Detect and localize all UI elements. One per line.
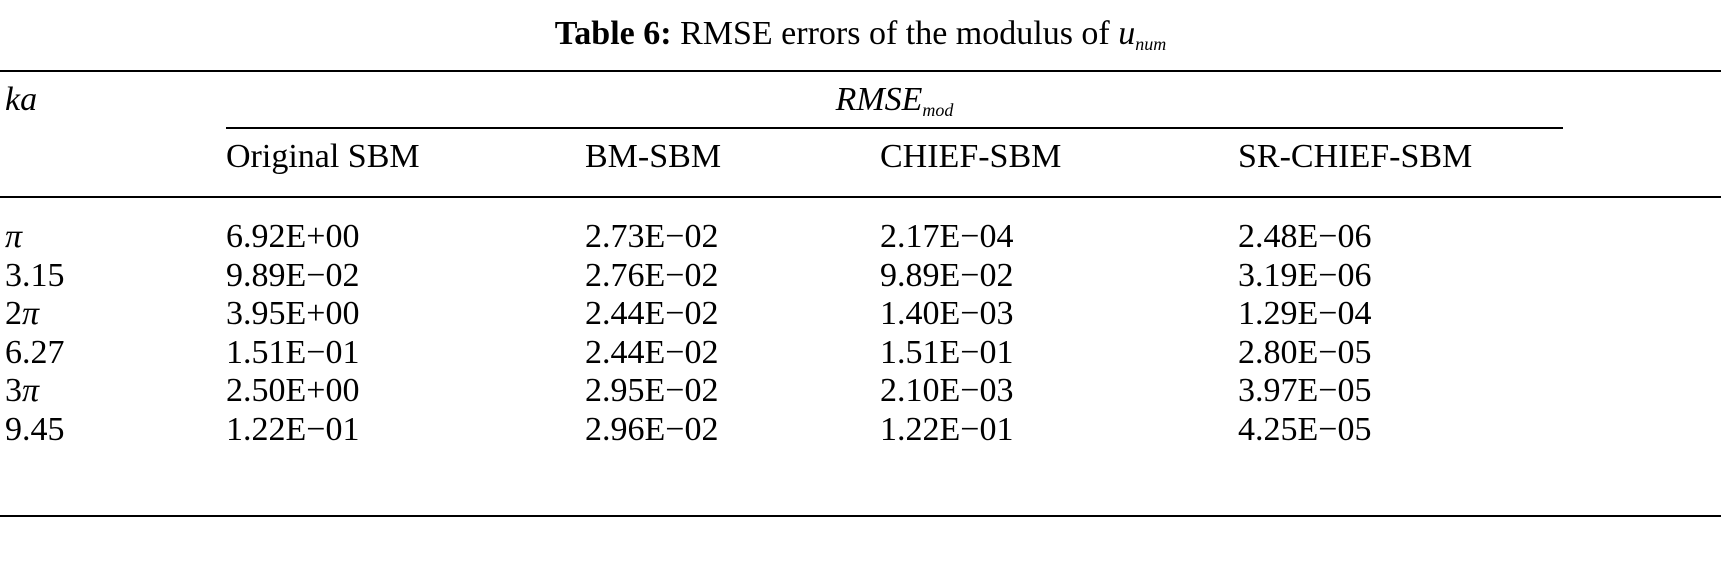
- value-cell: 1.51E−01: [880, 333, 1014, 371]
- value-cell: 2.10E−03: [880, 372, 1014, 409]
- bottom-rule: [0, 515, 1721, 517]
- ka-cell: π: [5, 218, 23, 255]
- caption-symbol-sub: num: [1135, 34, 1167, 54]
- value-cell: 3.19E−06: [1238, 256, 1372, 294]
- value-cell: 2.44E−02: [585, 295, 719, 332]
- value-cell: 9.89E−02: [880, 256, 1014, 294]
- value-cell: 1.29E−04: [1238, 295, 1372, 332]
- value-cell: 3.97E−05: [1238, 372, 1372, 409]
- value-cell: 4.25E−05: [1238, 410, 1372, 448]
- value-cell: 2.80E−05: [1238, 333, 1372, 371]
- column-header: Original SBM: [226, 138, 420, 175]
- value-cell: 6.92E+00: [226, 218, 360, 255]
- column-header: CHIEF-SBM: [880, 138, 1062, 175]
- ka-cell: 6.27: [5, 333, 65, 371]
- ka-cell: 3.15: [5, 256, 65, 294]
- ka-cell: 9.45: [5, 410, 65, 448]
- value-cell: 2.50E+00: [226, 372, 360, 409]
- value-cell: 1.51E−01: [226, 333, 360, 371]
- caption-symbol: u: [1118, 15, 1136, 52]
- value-cell: 2.95E−02: [585, 372, 719, 409]
- value-cell: 1.40E−03: [880, 295, 1014, 332]
- value-cell: 2.48E−06: [1238, 218, 1372, 255]
- ka-cell: 3π: [5, 372, 40, 409]
- table-caption: Table 6: RMSE errors of the modulus of u…: [0, 14, 1721, 64]
- group-header-sub: mod: [922, 100, 954, 120]
- value-cell: 2.96E−02: [585, 410, 719, 448]
- value-cell: 2.76E−02: [585, 256, 719, 294]
- value-cell: 1.22E−01: [880, 410, 1014, 448]
- value-cell: 9.89E−02: [226, 256, 360, 294]
- value-cell: 2.73E−02: [585, 218, 719, 255]
- row-header-ka: ka: [5, 81, 38, 118]
- ka-cell: 2π: [5, 295, 40, 332]
- value-cell: 2.17E−04: [880, 218, 1014, 255]
- value-cell: 1.22E−01: [226, 410, 360, 448]
- column-header: BM-SBM: [585, 138, 722, 175]
- group-rule: [226, 127, 1563, 129]
- caption-text: RMSE errors of the modulus of: [680, 15, 1110, 52]
- column-header: SR-CHIEF-SBM: [1238, 138, 1473, 175]
- group-header: RMSEmod: [226, 80, 1563, 130]
- value-cell: 3.95E+00: [226, 295, 360, 332]
- header-rule: [0, 196, 1721, 198]
- top-rule: [0, 70, 1721, 72]
- value-cell: 2.44E−02: [585, 333, 719, 371]
- group-header-text: RMSE: [835, 81, 923, 118]
- caption-label: Table 6:: [554, 15, 672, 52]
